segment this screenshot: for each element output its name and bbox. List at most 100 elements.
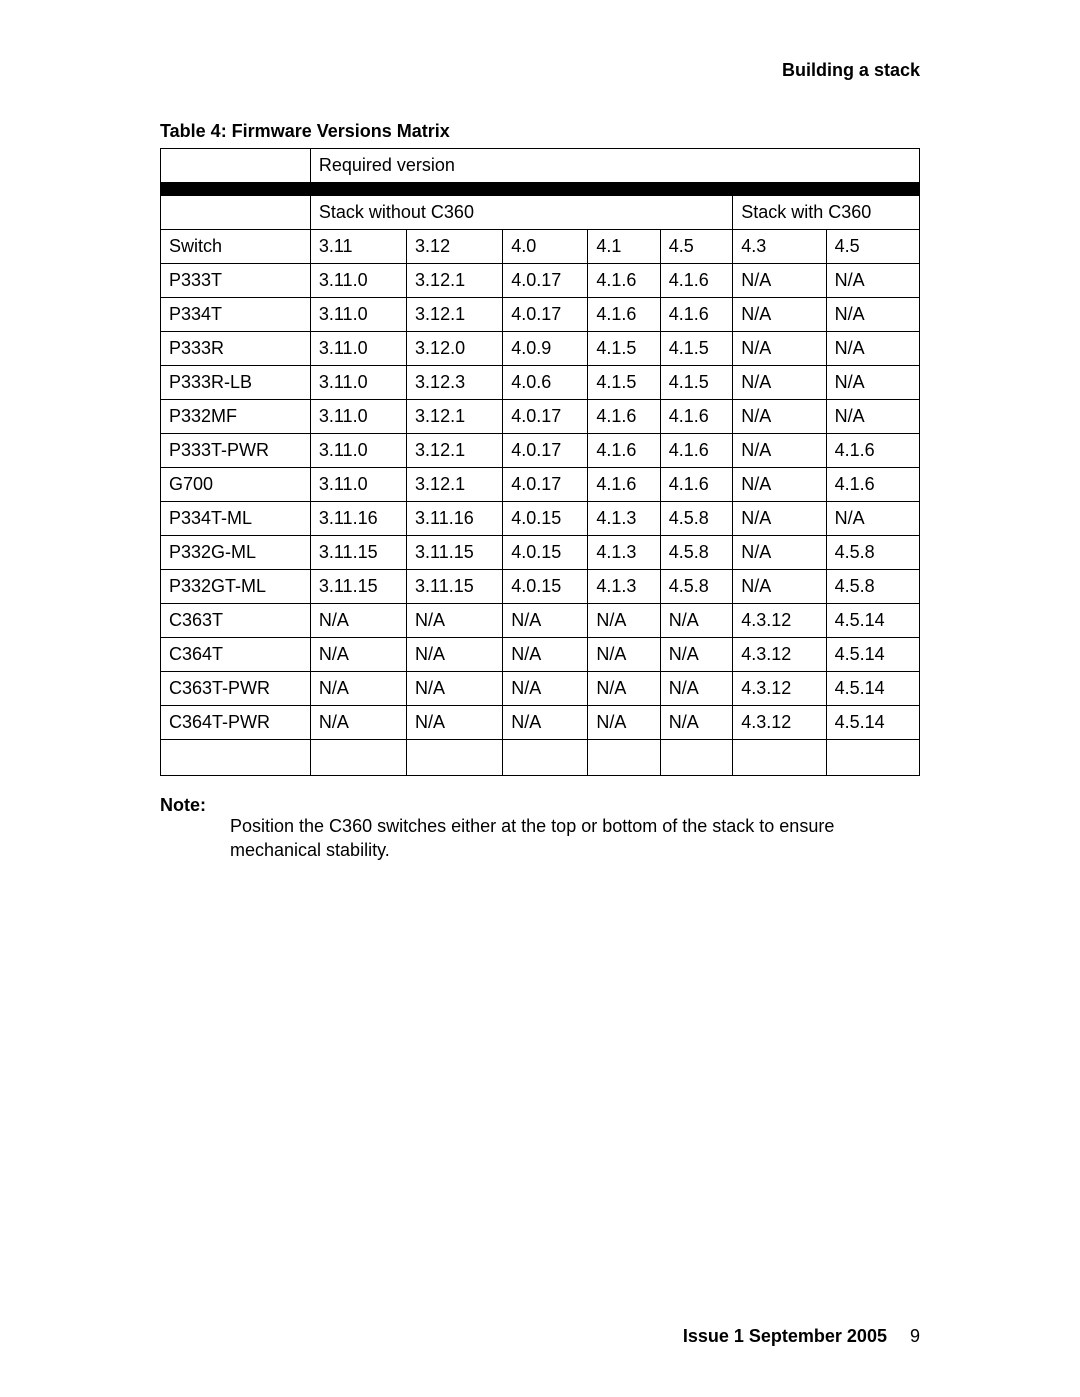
table-cell: 4.0.6 xyxy=(503,366,588,400)
table-cell: 4.1.6 xyxy=(588,264,660,298)
table-cell: 3.11.15 xyxy=(310,536,406,570)
table-cell: N/A xyxy=(310,604,406,638)
col-41: 4.1 xyxy=(588,230,660,264)
table-cell: P334T xyxy=(161,298,311,332)
table-separator xyxy=(161,183,920,196)
table-cell: 4.0.17 xyxy=(503,298,588,332)
table-cell: 4.0.17 xyxy=(503,400,588,434)
table-cell: N/A xyxy=(733,570,826,604)
table-row: C363TN/AN/AN/AN/AN/A4.3.124.5.14 xyxy=(161,604,920,638)
table-cell: 4.1.6 xyxy=(826,434,919,468)
note-label: Note: xyxy=(160,794,920,817)
table-cell: 4.5.8 xyxy=(660,570,732,604)
table-cell: N/A xyxy=(588,638,660,672)
table-cell: N/A xyxy=(503,672,588,706)
table-cell: N/A xyxy=(588,604,660,638)
header-stack-with: Stack with C360 xyxy=(733,196,920,230)
table-cell: N/A xyxy=(733,332,826,366)
table-cell: N/A xyxy=(733,468,826,502)
table-cell: P334T-ML xyxy=(161,502,311,536)
header-blank-2 xyxy=(161,196,311,230)
table-cell: 3.11.0 xyxy=(310,366,406,400)
table-row: P332MF3.11.03.12.14.0.174.1.64.1.6N/AN/A xyxy=(161,400,920,434)
table-cell: P333T-PWR xyxy=(161,434,311,468)
table-row: P333T3.11.03.12.14.0.174.1.64.1.6N/AN/A xyxy=(161,264,920,298)
table-cell: 4.5.8 xyxy=(660,502,732,536)
table-header-row-2: Stack without C360 Stack with C360 xyxy=(161,196,920,230)
table-cell: C363T-PWR xyxy=(161,672,311,706)
table-cell: 3.12.3 xyxy=(407,366,503,400)
table-cell: 4.1.5 xyxy=(588,366,660,400)
col-312: 3.12 xyxy=(407,230,503,264)
table-row: G7003.11.03.12.14.0.174.1.64.1.6N/A4.1.6 xyxy=(161,468,920,502)
table-cell: P332GT-ML xyxy=(161,570,311,604)
note-text: Position the C360 switches either at the… xyxy=(230,815,920,862)
table-cell: 3.11.15 xyxy=(310,570,406,604)
table-cell: 4.5.8 xyxy=(660,536,732,570)
table-cell: N/A xyxy=(503,706,588,740)
section-header: Building a stack xyxy=(160,60,920,81)
table-row: C363T-PWRN/AN/AN/AN/AN/A4.3.124.5.14 xyxy=(161,672,920,706)
page-footer: Issue 1 September 2005 9 xyxy=(683,1326,920,1347)
table-cell: N/A xyxy=(733,536,826,570)
table-row: P332GT-ML3.11.153.11.154.0.154.1.34.5.8N… xyxy=(161,570,920,604)
table-cell: 4.5.14 xyxy=(826,706,919,740)
table-cell: 4.1.5 xyxy=(660,366,732,400)
table-row: C364TN/AN/AN/AN/AN/A4.3.124.5.14 xyxy=(161,638,920,672)
table-cell: 4.1.6 xyxy=(588,298,660,332)
table-cell: 4.1.3 xyxy=(588,570,660,604)
table-row: C364T-PWRN/AN/AN/AN/AN/A4.3.124.5.14 xyxy=(161,706,920,740)
table-cell: 4.1.6 xyxy=(660,264,732,298)
table-row: P334T-ML3.11.163.11.164.0.154.1.34.5.8N/… xyxy=(161,502,920,536)
table-cell: 4.5.8 xyxy=(826,570,919,604)
table-cell: G700 xyxy=(161,468,311,502)
table-cell: 4.1.5 xyxy=(660,332,732,366)
table-row: P332G-ML3.11.153.11.154.0.154.1.34.5.8N/… xyxy=(161,536,920,570)
table-cell: 4.5.14 xyxy=(826,672,919,706)
table-cell: 4.1.3 xyxy=(588,502,660,536)
table-cell: 4.1.5 xyxy=(588,332,660,366)
table-cell: 3.11.16 xyxy=(407,502,503,536)
table-cell: 3.12.1 xyxy=(407,298,503,332)
col-311: 3.11 xyxy=(310,230,406,264)
table-cell: N/A xyxy=(733,298,826,332)
table-cell: 4.0.17 xyxy=(503,468,588,502)
table-cell: N/A xyxy=(733,434,826,468)
table-cell: N/A xyxy=(407,638,503,672)
table-cell: 4.1.6 xyxy=(588,400,660,434)
table-cell: N/A xyxy=(733,264,826,298)
table-row: P333T-PWR3.11.03.12.14.0.174.1.64.1.6N/A… xyxy=(161,434,920,468)
table-row: P333R3.11.03.12.04.0.94.1.54.1.5N/AN/A xyxy=(161,332,920,366)
table-cell: 4.1.6 xyxy=(660,400,732,434)
col-45b: 4.5 xyxy=(826,230,919,264)
table-cell: C364T xyxy=(161,638,311,672)
table-cell: 4.5.14 xyxy=(826,604,919,638)
table-cell: N/A xyxy=(660,672,732,706)
table-cell: N/A xyxy=(588,706,660,740)
table-cell: 3.11.0 xyxy=(310,400,406,434)
table-cell: 4.1.6 xyxy=(660,468,732,502)
table-cell: 4.5.14 xyxy=(826,638,919,672)
table-cell: 4.3.12 xyxy=(733,672,826,706)
col-40: 4.0 xyxy=(503,230,588,264)
table-cell: P332MF xyxy=(161,400,311,434)
table-cell: 4.0.9 xyxy=(503,332,588,366)
table-cell: N/A xyxy=(660,638,732,672)
table-cell: N/A xyxy=(407,604,503,638)
table-cell: N/A xyxy=(310,638,406,672)
table-cell: 3.11.0 xyxy=(310,298,406,332)
table-cell: N/A xyxy=(826,502,919,536)
col-43: 4.3 xyxy=(733,230,826,264)
table-row: P333R-LB3.11.03.12.34.0.64.1.54.1.5N/AN/… xyxy=(161,366,920,400)
firmware-table: Required version Stack without C360 Stac… xyxy=(160,148,920,776)
table-cell: 3.12.1 xyxy=(407,434,503,468)
col-switch: Switch xyxy=(161,230,311,264)
col-45a: 4.5 xyxy=(660,230,732,264)
table-cell: N/A xyxy=(826,264,919,298)
table-header-row-1: Required version xyxy=(161,149,920,183)
table-cell: N/A xyxy=(660,604,732,638)
header-required-version: Required version xyxy=(310,149,919,183)
table-cell: N/A xyxy=(588,672,660,706)
table-cell: N/A xyxy=(310,672,406,706)
table-cell: 4.0.17 xyxy=(503,434,588,468)
